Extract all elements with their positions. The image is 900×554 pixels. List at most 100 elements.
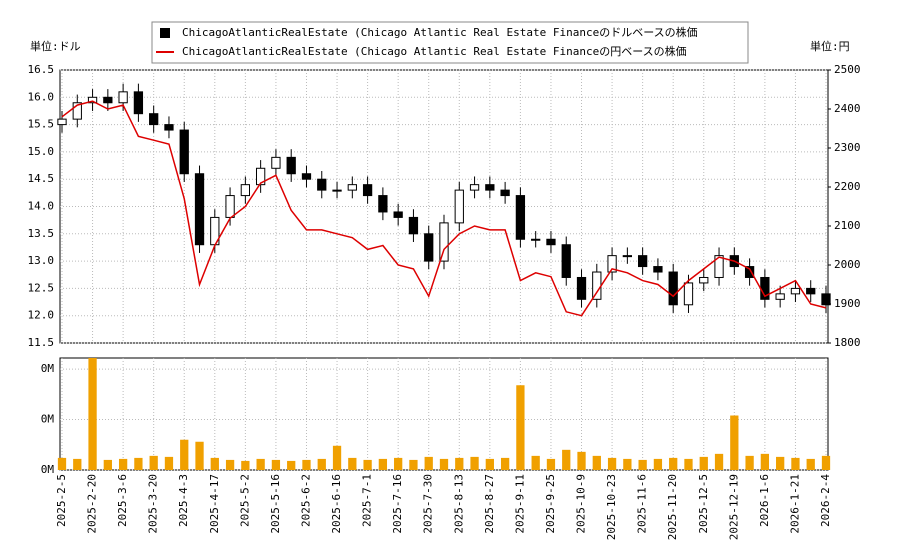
volume-tick-label: 0M [41, 413, 55, 426]
candle-body [378, 195, 388, 213]
y2-tick-label: 1800 [834, 336, 861, 349]
y2-tick-label: 2300 [834, 141, 861, 154]
volume-bar [317, 458, 326, 470]
candle-body [637, 255, 648, 268]
y2-tick-label: 2500 [834, 63, 861, 76]
candle-body [347, 184, 357, 191]
candle-body [362, 184, 373, 197]
volume-bar [348, 457, 357, 470]
candle-body [500, 189, 510, 197]
volume-bar [684, 458, 693, 470]
volume-bar [287, 460, 296, 470]
volume-bar [103, 459, 112, 470]
y-tick-label: 13.0 [28, 254, 55, 267]
x-tick-label: 2025-2-20 [86, 474, 99, 534]
y-tick-label: 14.0 [28, 200, 55, 213]
candle-body [393, 211, 403, 218]
volume-bar [714, 453, 724, 470]
candle-body [592, 271, 602, 300]
y-tick-label: 16.0 [28, 90, 55, 103]
candle-body [515, 195, 526, 240]
candle-body [301, 173, 312, 180]
candle-body [271, 156, 281, 169]
x-tick-label: 2025-3-6 [116, 474, 129, 527]
x-tick-label: 2025-12-5 [697, 474, 710, 534]
legend-marker [160, 28, 170, 38]
x-tick-label: 2025-7-1 [361, 474, 374, 527]
volume-bar [485, 458, 494, 470]
volume-bar [118, 458, 128, 470]
volume-bar [821, 455, 831, 470]
volume-bar [562, 449, 571, 470]
y-tick-label: 15.5 [28, 118, 55, 131]
volume-bar [730, 415, 739, 470]
candle-body [699, 276, 709, 284]
x-tick-label: 2026-2-4 [819, 474, 832, 527]
volume-bar [791, 457, 800, 470]
x-tick-label: 2025-8-13 [452, 474, 465, 534]
candle-body [653, 266, 663, 273]
x-tick-label: 2025-12-19 [727, 474, 740, 540]
y-unit-label: 単位:ドル [30, 39, 81, 53]
y-tick-label: 13.5 [28, 227, 55, 240]
candle-body [317, 178, 327, 191]
candle-body [821, 293, 831, 306]
y2-tick-label: 2400 [834, 102, 861, 115]
candle-body [103, 96, 113, 104]
volume-bar [180, 439, 189, 470]
volume-bar [577, 451, 586, 470]
volume-bar [424, 456, 433, 470]
volume-bar [623, 458, 632, 470]
volume-tick-label: 0M [41, 362, 55, 375]
volume-bar [776, 456, 785, 470]
candle-body [668, 271, 678, 306]
x-tick-label: 2025-6-16 [330, 474, 343, 534]
volume-bar [455, 457, 464, 470]
x-tick-label: 2025-4-3 [177, 474, 190, 527]
candle-body [531, 238, 541, 241]
y-tick-label: 16.5 [28, 63, 55, 76]
x-tick-label: 2025-3-20 [147, 474, 160, 534]
x-tick-label: 2026-1-6 [758, 474, 771, 527]
y2-tick-label: 1900 [834, 297, 861, 310]
volume-bar [73, 458, 82, 470]
candle-body [240, 184, 251, 197]
x-tick-label: 2025-8-27 [483, 474, 496, 534]
candle-body [622, 255, 633, 258]
y2-tick-label: 2100 [834, 219, 861, 232]
volume-bar [363, 459, 372, 470]
x-tick-label: 2025-11-20 [666, 474, 679, 540]
candle-body [194, 173, 205, 246]
volume-bar [638, 459, 647, 470]
candle-body [561, 244, 571, 278]
volume-bar [546, 458, 556, 470]
volume-bar [271, 459, 281, 470]
y-tick-label: 15.0 [28, 145, 55, 158]
candle-body [576, 276, 587, 300]
volume-bar [745, 455, 754, 470]
candle-body [133, 91, 144, 115]
candle-body [149, 113, 159, 126]
volume-bar [531, 455, 540, 470]
volume-bar [195, 441, 204, 470]
candle-body [72, 102, 82, 120]
candle-body [454, 189, 464, 224]
volume-bar [149, 455, 158, 470]
volume-bar [57, 457, 67, 470]
y-tick-label: 14.5 [28, 172, 55, 185]
candle-body [790, 287, 801, 295]
candle-body [744, 266, 755, 278]
candle-body [683, 282, 694, 306]
volume-tick-label: 0M [41, 463, 55, 476]
x-tick-label: 2025-7-16 [391, 474, 404, 534]
y-tick-label: 12.5 [28, 281, 55, 294]
candle-body [286, 156, 296, 175]
volume-bar [669, 457, 678, 470]
x-tick-label: 2025-7-30 [422, 474, 435, 534]
volume-bar [516, 385, 525, 470]
volume-bar [409, 459, 418, 470]
candle-body [439, 222, 449, 262]
candle-body [225, 195, 235, 218]
volume-bar [332, 445, 342, 470]
